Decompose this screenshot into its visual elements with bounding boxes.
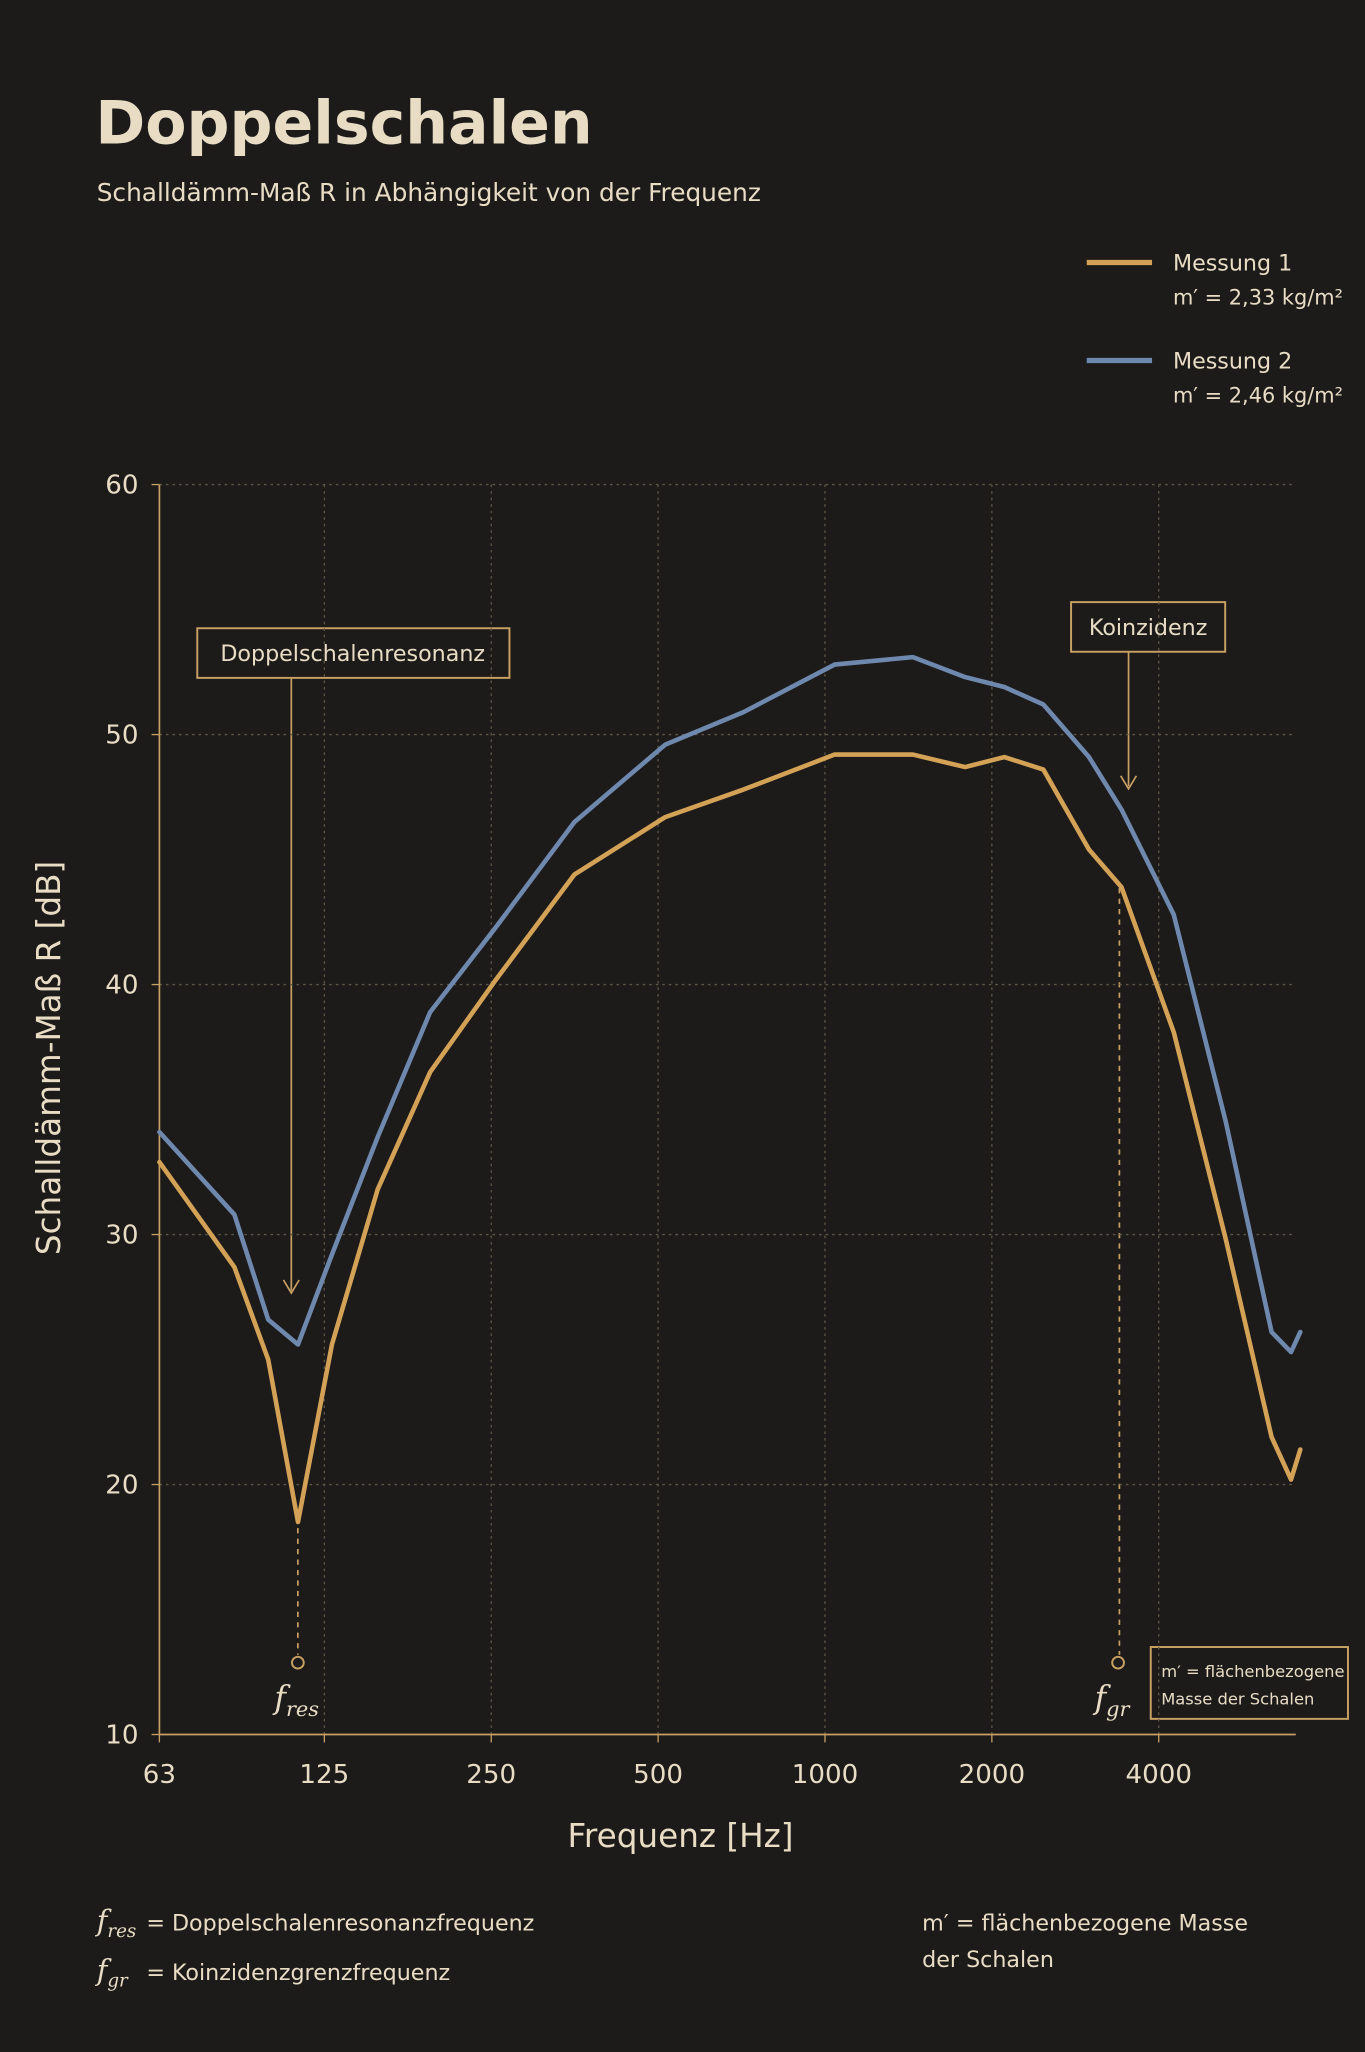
annotation-box <box>196 627 511 679</box>
footnote: = Doppelschalenresonanzfrequenz <box>146 1910 534 1936</box>
y-axis-label: Schalldämm-Maß R [dB] <box>30 861 68 1255</box>
y-tick-label: 30 <box>105 1221 138 1251</box>
note: Masse der Schalen <box>1161 1689 1314 1708</box>
legend-note: m′ = 2,33 kg/m² <box>1173 285 1343 309</box>
mass-note: m′ = flächenbezogene Masse <box>922 1910 1248 1936</box>
chart-title: Doppelschalen <box>95 89 592 159</box>
note: m′ = flächenbezogene <box>1161 1662 1344 1681</box>
note-box <box>1149 1646 1349 1720</box>
legend-note: m′ = 2,46 kg/m² <box>1173 383 1343 407</box>
x-tick-label: 4000 <box>1126 1760 1192 1790</box>
arrow-head <box>282 1279 300 1295</box>
mass-note: der Schalen <box>922 1947 1054 1973</box>
arrow-head <box>1119 775 1138 791</box>
x-tick-label: 1000 <box>792 1760 858 1790</box>
footnote: = Koinzidenzgrenzfrequenz <box>146 1960 450 1986</box>
subscript: res <box>107 1921 136 1942</box>
legend-label: Messung 2 <box>1173 348 1292 374</box>
y-tick-label: 40 <box>105 971 138 1001</box>
y-tick-label: 50 <box>105 721 138 751</box>
marker <box>290 1655 305 1670</box>
subscript: gr <box>107 1971 129 1992</box>
marker <box>1111 1655 1125 1670</box>
annotation: Doppelschalenresonanz <box>220 641 485 667</box>
annotation: Koinzidenz <box>1089 615 1208 641</box>
y-tick-label: 20 <box>105 1471 138 1501</box>
x-tick-label: 2000 <box>959 1760 1025 1790</box>
series-line <box>157 752 1303 1525</box>
x-tick-label: 250 <box>466 1760 516 1790</box>
y-tick-label: 60 <box>105 471 138 501</box>
subscript: res <box>286 1697 319 1721</box>
x-tick-label: 63 <box>143 1760 176 1790</box>
annotation-box <box>1070 601 1227 653</box>
series-line <box>157 654 1303 1355</box>
legend-label: Messung 1 <box>1173 250 1292 276</box>
x-axis-label: Frequenz [Hz] <box>568 1817 794 1855</box>
y-tick-label: 10 <box>105 1721 138 1751</box>
subscript: gr <box>1106 1697 1131 1721</box>
chart-subtitle: Schalldämm-Maß R in Abhängigkeit von der… <box>97 178 761 207</box>
x-tick-label: 125 <box>299 1760 349 1790</box>
x-tick-label: 500 <box>633 1760 683 1790</box>
